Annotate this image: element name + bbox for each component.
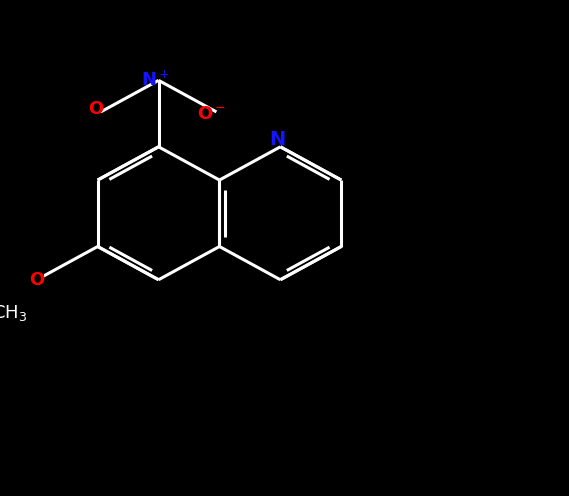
Text: N$^+$: N$^+$: [142, 71, 170, 90]
Text: O$^-$: O$^-$: [196, 106, 226, 124]
Text: O: O: [88, 101, 103, 119]
Text: O: O: [29, 271, 44, 289]
Text: N: N: [270, 130, 286, 149]
Text: CH$_3$: CH$_3$: [0, 303, 27, 323]
